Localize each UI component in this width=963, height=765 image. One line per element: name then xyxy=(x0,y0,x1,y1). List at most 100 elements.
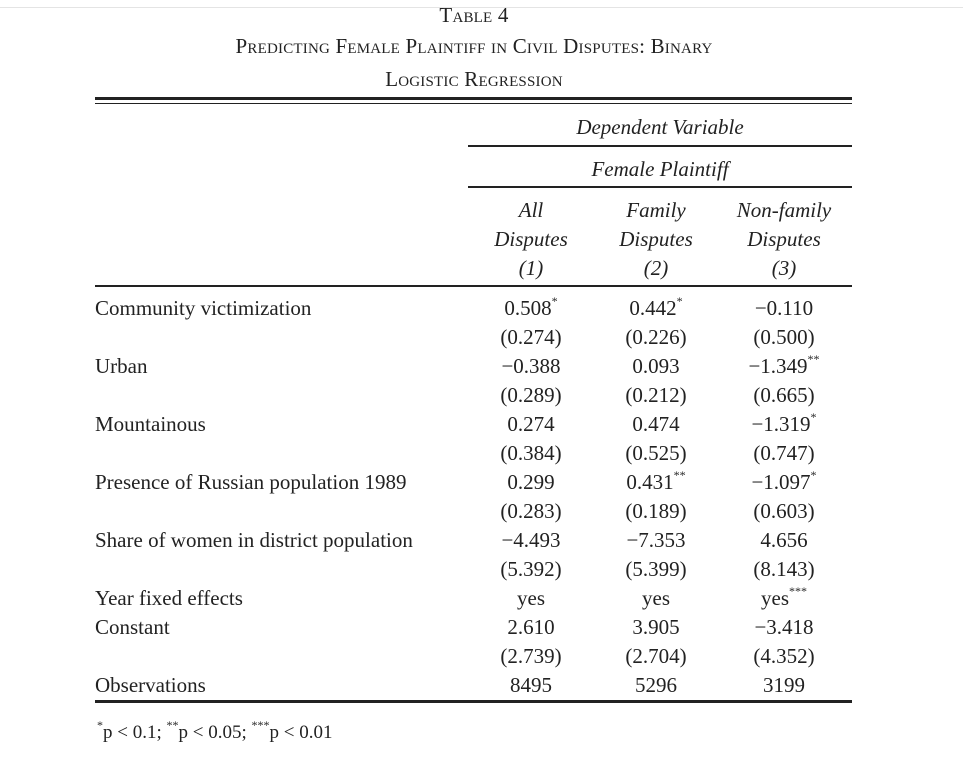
standard-error-cell: (8.143) xyxy=(753,557,815,581)
coefficient-cell: yes*** xyxy=(729,584,839,610)
column-header-1-number: (1) xyxy=(518,256,544,280)
table-top-rule xyxy=(95,97,852,100)
coefficient-value: 0.508 xyxy=(504,296,552,320)
standard-error-cell: (0.384) xyxy=(500,441,562,465)
coefficient-cell: 0.274 xyxy=(476,412,586,436)
standard-error-cell: (0.665) xyxy=(753,383,815,407)
standard-error-cell: (0.289) xyxy=(500,383,562,407)
coefficient-cell: yes xyxy=(601,586,711,610)
standard-error-cell: (5.399) xyxy=(625,557,687,581)
footnote-threshold: p < 0.05; xyxy=(178,722,252,743)
standard-error-cell: (0.212) xyxy=(625,383,687,407)
row-label: Share of women in district population xyxy=(95,528,413,552)
coefficient-cell: 3.905 xyxy=(601,615,711,639)
standard-error-cell: (5.392) xyxy=(500,557,562,581)
table-label: Table 4 xyxy=(439,3,509,27)
row-label: Urban xyxy=(95,354,148,378)
standard-error-cell: (0.500) xyxy=(753,325,815,349)
coefficient-cell: 8495 xyxy=(476,673,586,697)
standard-error-cell: (0.274) xyxy=(500,325,562,349)
row-label: Community victimization xyxy=(95,296,312,320)
coefficient-value: −1.349 xyxy=(748,354,808,378)
coefficient-cell: 0.299 xyxy=(476,470,586,494)
coefficient-value: −0.388 xyxy=(501,354,561,378)
significance-stars: ** xyxy=(807,352,820,366)
column-header-1-line2: Disputes xyxy=(494,227,568,251)
table-title-line2: Logistic Regression xyxy=(385,67,563,91)
row-label: Year fixed effects xyxy=(95,586,243,610)
row-label: Presence of Russian population 1989 xyxy=(95,470,407,494)
coefficient-cell: −7.353 xyxy=(601,528,711,552)
standard-error-cell: (2.739) xyxy=(500,644,562,668)
dependent-variable-rule xyxy=(468,145,852,147)
coefficient-cell: −1.319* xyxy=(729,410,839,436)
row-label: Mountainous xyxy=(95,412,206,436)
coefficient-cell: yes xyxy=(476,586,586,610)
standard-error-cell: (0.747) xyxy=(753,441,815,465)
dependent-variable-name-rule xyxy=(468,186,852,188)
coefficient-value: 0.474 xyxy=(632,412,680,436)
column-header-1-line1: All xyxy=(518,198,544,222)
table-title-line1: Predicting Female Plaintiff in Civil Dis… xyxy=(235,34,713,58)
coefficient-value: −1.319 xyxy=(751,412,811,436)
coefficient-cell: 0.093 xyxy=(601,354,711,378)
coefficient-value: 0.431 xyxy=(626,470,674,494)
standard-error-cell: (0.226) xyxy=(625,325,687,349)
standard-error-cell: (0.525) xyxy=(625,441,687,465)
column-header-2-number: (2) xyxy=(643,256,669,280)
coefficient-cell: 0.474 xyxy=(601,412,711,436)
significance-stars: * xyxy=(676,294,683,308)
footnote-stars: * xyxy=(97,717,103,732)
coefficient-value: 0.442 xyxy=(629,296,677,320)
coefficient-cell: 4.656 xyxy=(729,528,839,552)
coefficient-value: 5296 xyxy=(635,673,677,697)
standard-error-cell: (4.352) xyxy=(753,644,815,668)
coefficient-value: 3199 xyxy=(763,673,805,697)
coefficient-value: 0.093 xyxy=(632,354,680,378)
top-divider xyxy=(0,7,963,8)
coefficient-value: −0.110 xyxy=(754,296,814,320)
coefficient-value: 0.299 xyxy=(507,470,555,494)
table-bottom-rule xyxy=(95,700,852,703)
row-label: Constant xyxy=(95,615,170,639)
coefficient-value: 2.610 xyxy=(507,615,555,639)
coefficient-value: −7.353 xyxy=(626,528,686,552)
coefficient-value: 0.274 xyxy=(507,412,555,436)
coefficient-value: −1.097 xyxy=(751,470,811,494)
coefficient-value: 8495 xyxy=(510,673,552,697)
coefficient-cell: −0.110 xyxy=(729,296,839,320)
column-header-3-number: (3) xyxy=(771,256,797,280)
coefficient-cell: −0.388 xyxy=(476,354,586,378)
coefficient-cell: −4.493 xyxy=(476,528,586,552)
significance-stars: * xyxy=(551,294,558,308)
coefficient-cell: 0.508* xyxy=(476,294,586,320)
coefficient-cell: 0.442* xyxy=(601,294,711,320)
coefficient-value: 3.905 xyxy=(632,615,680,639)
coefficient-cell: −1.349** xyxy=(729,352,839,378)
significance-stars: * xyxy=(810,410,817,424)
standard-error-cell: (0.283) xyxy=(500,499,562,523)
column-header-3-line2: Disputes xyxy=(747,227,821,251)
column-header-2-line2: Disputes xyxy=(619,227,693,251)
coefficient-cell: −1.097* xyxy=(729,468,839,494)
significance-stars: ** xyxy=(673,468,686,482)
column-header-3-line1: Non-family xyxy=(736,198,832,222)
footnote-stars: ** xyxy=(166,717,179,732)
footnote-threshold: p < 0.01 xyxy=(269,722,333,743)
row-label: Observations xyxy=(95,673,206,697)
table-top-rule-thin xyxy=(95,103,852,104)
footnote-threshold: p < 0.1; xyxy=(103,722,167,743)
coefficient-cell: 2.610 xyxy=(476,615,586,639)
footnote-stars: *** xyxy=(251,717,270,732)
dependent-variable-label: Dependent Variable xyxy=(576,115,744,139)
column-header-2-line1: Family xyxy=(626,198,686,222)
coefficient-cell: 5296 xyxy=(601,673,711,697)
dependent-variable-name: Female Plaintiff xyxy=(591,157,729,181)
coefficient-cell: 0.431** xyxy=(601,468,711,494)
standard-error-cell: (0.603) xyxy=(753,499,815,523)
coefficient-cell: 3199 xyxy=(729,673,839,697)
significance-stars: * xyxy=(810,468,817,482)
coefficient-value: −3.418 xyxy=(754,615,814,639)
significance-stars: *** xyxy=(789,584,807,598)
header-rule xyxy=(95,285,852,287)
